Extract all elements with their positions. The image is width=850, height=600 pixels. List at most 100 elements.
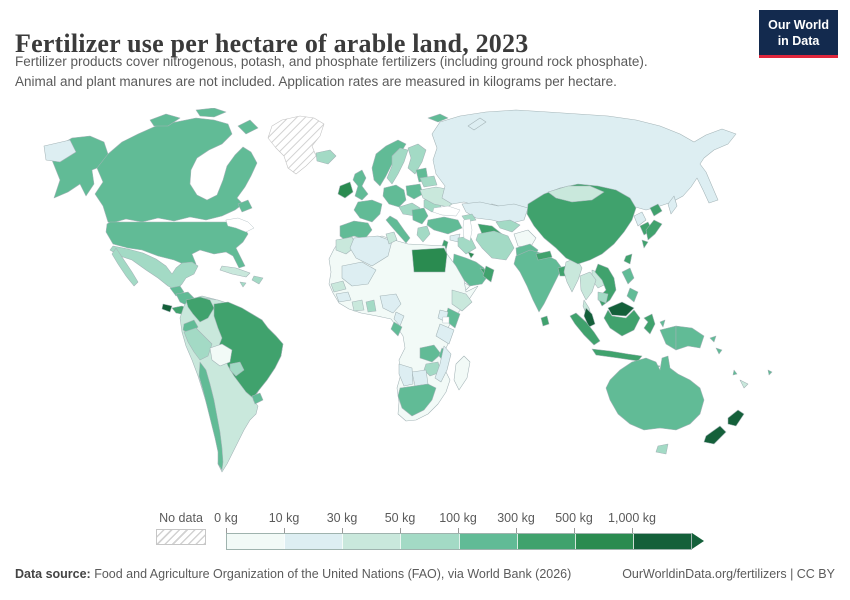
country-ethiopia[interactable]: [451, 289, 473, 312]
country-mozambique[interactable]: [434, 345, 452, 383]
country-hispaniola[interactable]: [251, 275, 264, 285]
country-new-zealand[interactable]: [727, 409, 745, 427]
country-oman[interactable]: [482, 265, 495, 283]
country-colombia[interactable]: [185, 296, 215, 323]
country-north-korea[interactable]: [633, 211, 647, 227]
legend-bin-2[interactable]: [342, 534, 401, 549]
country-taiwan[interactable]: [623, 253, 633, 265]
country-mexico[interactable]: [109, 245, 199, 291]
country-gabon[interactable]: [390, 321, 403, 337]
country-paraguay[interactable]: [229, 361, 245, 377]
owid-link[interactable]: OurWorldinData.org/fertilizers | CC BY: [622, 567, 835, 581]
country-costa-rica[interactable]: [161, 303, 173, 313]
country-russia-wrap[interactable]: [43, 139, 77, 163]
country-sri-lanka[interactable]: [540, 315, 550, 327]
country-new-caledonia[interactable]: [739, 379, 749, 389]
country-finland[interactable]: [407, 143, 427, 175]
country-egypt[interactable]: [411, 247, 448, 273]
country-uzbekistan[interactable]: [495, 219, 521, 233]
country-belarus[interactable]: [419, 175, 438, 188]
country-italy[interactable]: [385, 215, 411, 244]
country-fiji[interactable]: [767, 369, 773, 376]
country-novaya-zemlya[interactable]: [467, 117, 487, 131]
country-chile[interactable]: [198, 361, 224, 471]
country-papua-new-guinea[interactable]: [675, 325, 705, 351]
country-japan[interactable]: [641, 239, 649, 249]
country-tunisia[interactable]: [385, 231, 398, 245]
legend-bin-0[interactable]: [227, 534, 285, 549]
country-indonesia-moluccas[interactable]: [659, 319, 666, 328]
country-united-kingdom[interactable]: [352, 169, 369, 201]
country-canada[interactable]: [94, 117, 258, 224]
country-sakhalin[interactable]: [667, 195, 678, 215]
country-ireland[interactable]: [337, 181, 354, 199]
country-indonesia-kalimantan[interactable]: [603, 309, 641, 337]
country-vietnam[interactable]: [594, 263, 617, 307]
country-arctic-islands[interactable]: [195, 107, 227, 118]
country-thailand[interactable]: [579, 271, 597, 301]
legend-bin-5[interactable]: [516, 534, 575, 549]
country-japan[interactable]: [645, 219, 663, 241]
legend-bin-4[interactable]: [458, 534, 517, 549]
owid-logo[interactable]: Our World in Data: [759, 10, 838, 58]
country-greenland[interactable]: [267, 115, 325, 175]
country-japan[interactable]: [649, 203, 663, 217]
country-svalbard[interactable]: [427, 113, 449, 123]
country-kuwait[interactable]: [467, 251, 475, 259]
country-new-zealand[interactable]: [703, 425, 727, 445]
country-indonesia-java[interactable]: [591, 348, 643, 362]
country-indonesia-papua[interactable]: [659, 325, 677, 351]
country-peru[interactable]: [183, 327, 213, 361]
country-afghanistan[interactable]: [513, 229, 537, 249]
no-data-swatch[interactable]: [156, 529, 206, 545]
legend-bin-7[interactable]: [632, 534, 691, 549]
country-malaysia-borneo[interactable]: [607, 301, 635, 317]
country-philippines[interactable]: [621, 267, 635, 285]
country-balkans[interactable]: [411, 207, 429, 225]
legend-bin-3[interactable]: [400, 534, 459, 549]
legend-bin-6[interactable]: [574, 534, 633, 549]
country-mongolia[interactable]: [547, 185, 605, 203]
country-mexico-baja[interactable]: [111, 247, 139, 287]
country-solomon-islands[interactable]: [715, 347, 723, 355]
country-algeria[interactable]: [349, 235, 393, 267]
country-usa[interactable]: [105, 221, 249, 269]
country-indonesia-sulawesi[interactable]: [643, 313, 656, 335]
country-uruguay[interactable]: [251, 392, 264, 405]
country-vanuatu[interactable]: [732, 369, 738, 376]
country-greece[interactable]: [416, 225, 431, 243]
country-jamaica[interactable]: [239, 281, 247, 288]
country-poland[interactable]: [405, 183, 424, 200]
country-iceland[interactable]: [315, 149, 337, 165]
country-indonesia-sumatra[interactable]: [569, 312, 601, 346]
country-bolivia[interactable]: [209, 343, 233, 367]
country-turkey[interactable]: [426, 216, 463, 235]
country-newfoundland[interactable]: [237, 199, 253, 213]
country-ghana[interactable]: [365, 299, 377, 313]
country-france[interactable]: [353, 199, 383, 223]
country-cuba[interactable]: [219, 265, 251, 278]
country-iran[interactable]: [475, 230, 515, 261]
country-zambia[interactable]: [419, 344, 442, 363]
country-namibia[interactable]: [398, 363, 414, 387]
legend-bin-1[interactable]: [284, 534, 343, 549]
country-madagascar[interactable]: [453, 355, 471, 391]
country-arctic-islands[interactable]: [149, 113, 181, 127]
country-senegal[interactable]: [330, 280, 347, 293]
country-botswana[interactable]: [411, 369, 429, 387]
country-china[interactable]: [526, 183, 637, 265]
country-malaysia[interactable]: [583, 307, 596, 328]
country-south-africa[interactable]: [397, 383, 437, 417]
country-germany[interactable]: [382, 184, 407, 208]
country-australia[interactable]: [605, 355, 705, 431]
country-tasmania[interactable]: [655, 443, 669, 455]
country-sweden[interactable]: [386, 147, 409, 185]
country-png-islands[interactable]: [709, 335, 717, 343]
country-nepal[interactable]: [535, 250, 553, 261]
country-tanzania[interactable]: [435, 323, 455, 345]
country-philippines[interactable]: [626, 287, 639, 303]
country-guinea[interactable]: [335, 291, 352, 303]
country-nigeria[interactable]: [379, 293, 402, 314]
country-arctic-islands[interactable]: [237, 119, 259, 135]
country-mali[interactable]: [341, 261, 377, 287]
